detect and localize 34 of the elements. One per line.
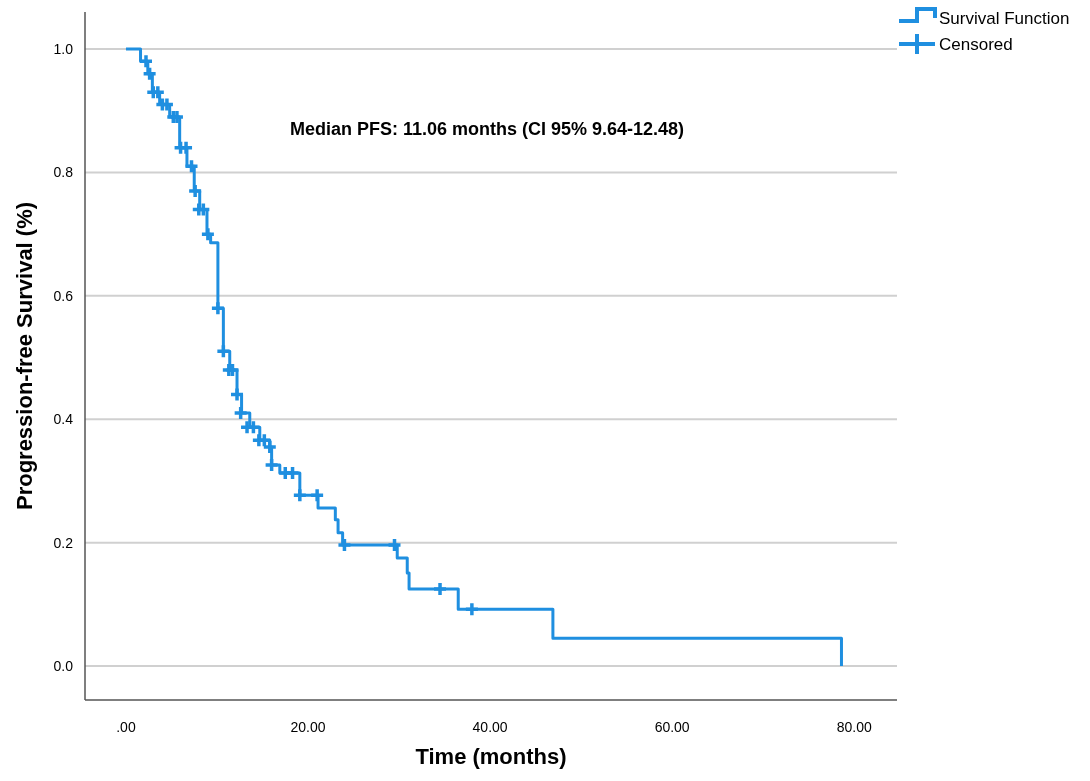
point <box>292 487 308 503</box>
x-tick-label: 80.00 <box>836 719 872 735</box>
point <box>263 457 280 473</box>
point <box>169 109 185 125</box>
point <box>183 158 200 175</box>
point <box>200 226 216 242</box>
point <box>141 65 158 82</box>
point <box>386 537 403 553</box>
y-tick-label: 0.4 <box>53 411 74 428</box>
point <box>464 601 480 618</box>
y-tick-label: 0.0 <box>53 657 74 674</box>
point <box>224 362 241 378</box>
point <box>210 300 226 316</box>
point <box>309 487 325 503</box>
point <box>432 581 448 597</box>
x-tick-label: .00 <box>116 719 136 735</box>
x-tick-label: 40.00 <box>472 719 508 735</box>
point <box>138 53 154 70</box>
y-tick-label: 1.0 <box>53 40 74 57</box>
legend-label: Censored <box>939 34 1013 54</box>
y-tick-label: 0.8 <box>53 164 74 181</box>
y-tick-label: 0.6 <box>53 287 74 304</box>
annotation: Median PFS: 11.06 months (CI 95% 9.64-12.48) <box>289 119 685 139</box>
point <box>229 386 245 403</box>
y-tick-label: 0.2 <box>53 534 74 551</box>
x-tick-label: 20.00 <box>290 719 326 735</box>
y-axis-title: Progression-free Survival (%) <box>12 201 37 511</box>
point <box>215 343 232 360</box>
point <box>232 405 249 421</box>
x-axis-title: Time (months) <box>415 744 567 769</box>
point <box>336 537 353 553</box>
point <box>187 183 203 199</box>
x-tick-label: 60.00 <box>654 719 690 735</box>
legend-label: Survival Function <box>939 8 1070 28</box>
